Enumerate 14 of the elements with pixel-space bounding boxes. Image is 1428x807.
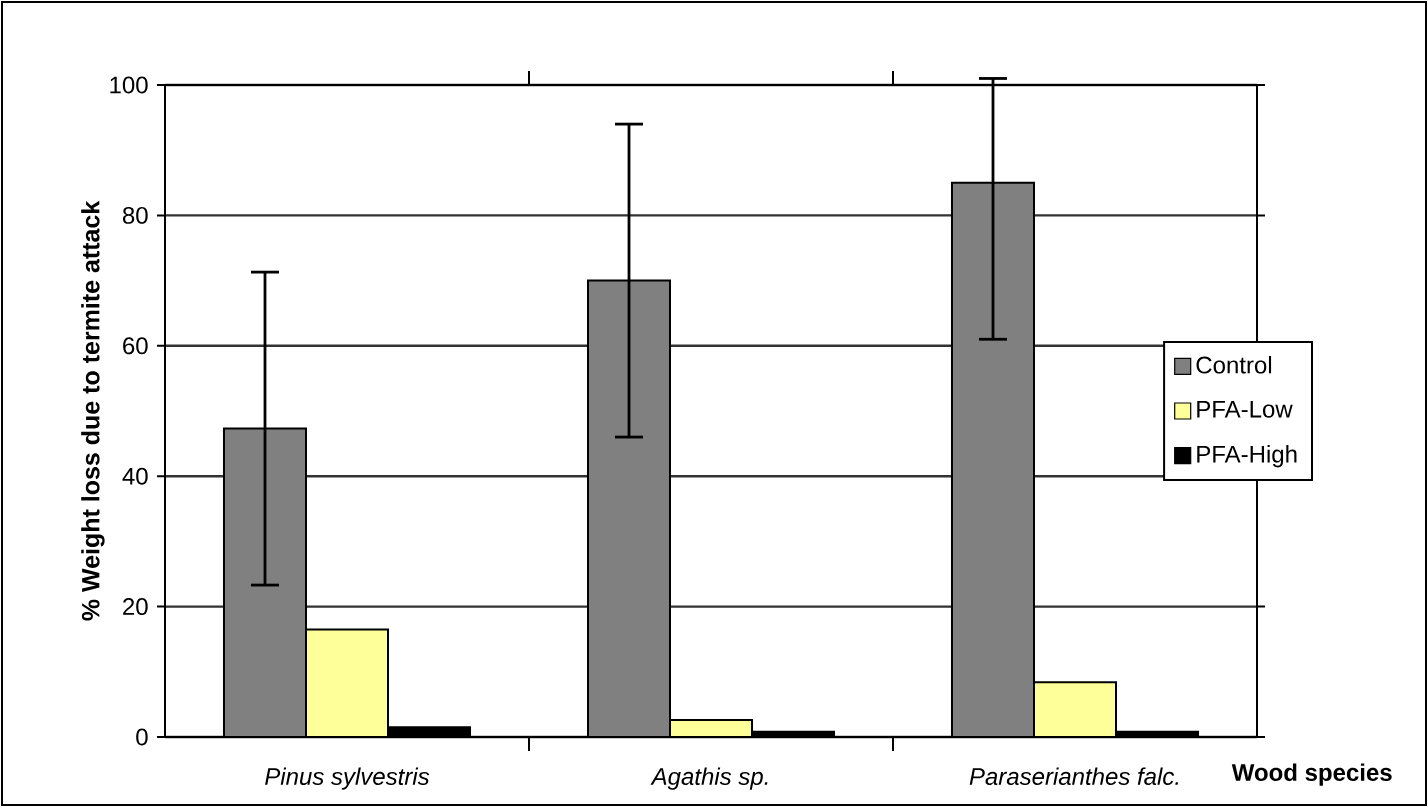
legend-label: PFA-Low (1197, 400, 1293, 418)
legend-label: Control (1196, 355, 1272, 374)
y-tick-label: 60 (123, 337, 148, 355)
legend-label: PFA-High (1197, 445, 1297, 468)
y-tick-label: 100 (110, 76, 148, 94)
x-tick-label: Agathis sp. (650, 767, 768, 790)
x-tick-label: Paraserianthes falc. (969, 767, 1179, 785)
x-tick-label: Pinus sylvestris (265, 767, 430, 790)
y-tick-label: 40 (122, 467, 148, 485)
y-axis-title: % Weight loss due to termite attack (81, 200, 105, 621)
y-tick-label: 20 (123, 598, 148, 616)
y-tick-label: 80 (122, 206, 148, 224)
y-tick-label: 0 (136, 728, 148, 746)
x-axis-title: Wood species (1231, 763, 1392, 786)
